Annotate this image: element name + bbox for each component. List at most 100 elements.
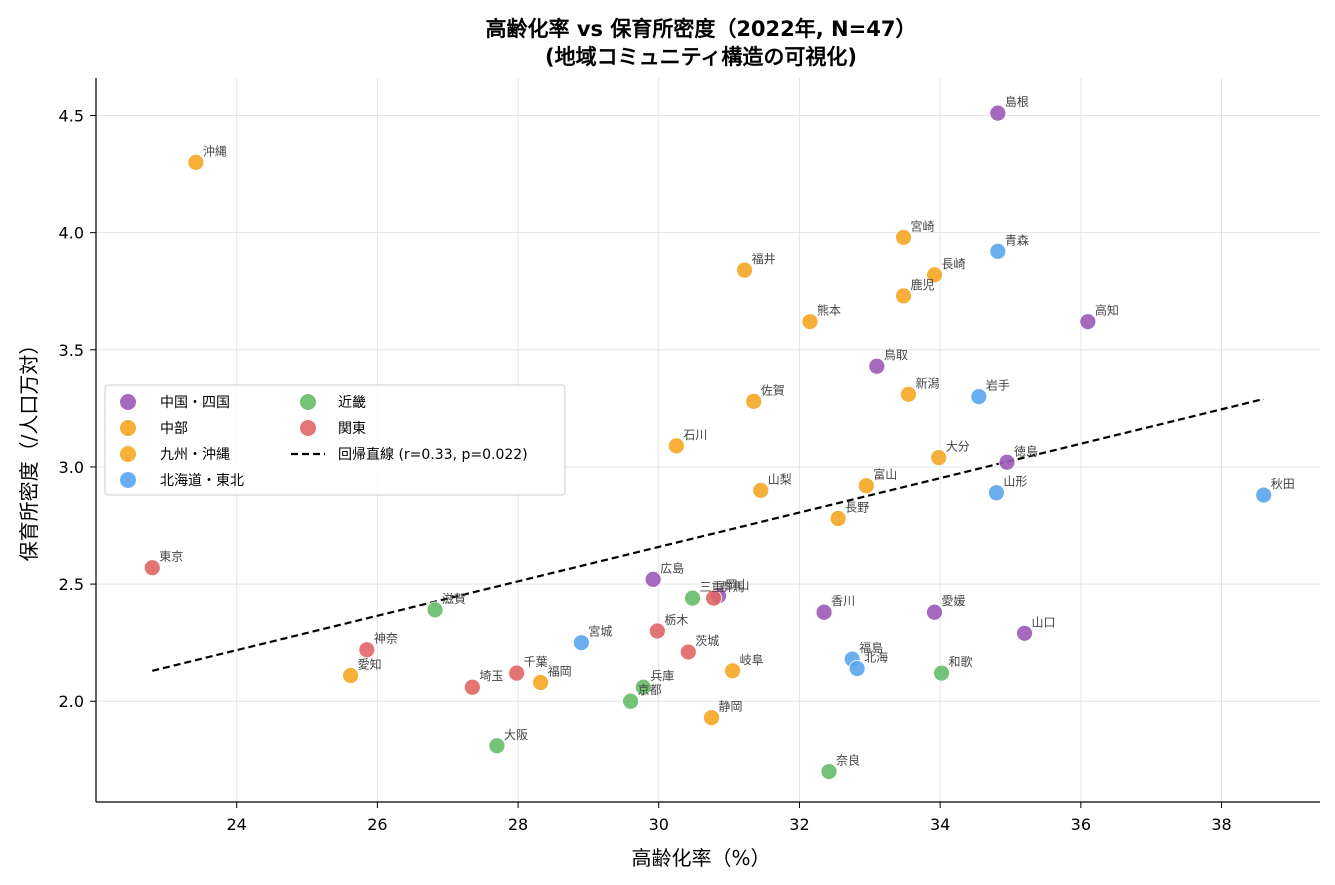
data-point xyxy=(644,571,662,588)
data-point xyxy=(703,709,720,727)
point-label: 長崎 xyxy=(942,257,966,271)
y-tick-label: 4.0 xyxy=(59,224,84,243)
point-label: 福岡 xyxy=(548,664,572,679)
point-label: 茨城 xyxy=(695,634,719,648)
point-label: 群馬 xyxy=(721,580,745,594)
point-label: 北海 xyxy=(864,649,888,664)
legend-marker xyxy=(300,420,316,436)
point-label: 鹿児 xyxy=(911,277,935,292)
legend-label: 近畿 xyxy=(338,395,366,411)
data-point xyxy=(684,589,701,607)
data-point xyxy=(930,449,948,466)
data-point xyxy=(679,643,697,661)
legend-label: 関東 xyxy=(338,421,366,437)
data-point xyxy=(705,589,723,607)
x-axis-label: 高齢化率（%） xyxy=(631,846,770,870)
point-label: 島根 xyxy=(1005,94,1029,109)
point-label: 三重 xyxy=(700,580,724,594)
data-point xyxy=(1079,313,1097,331)
data-point xyxy=(988,484,1005,502)
y-tick-label: 2.0 xyxy=(59,692,84,711)
data-point xyxy=(532,674,549,691)
data-point xyxy=(998,453,1016,471)
x-axis-ticks: 24 26 28 30 32 34 36 38 xyxy=(227,802,1232,834)
point-label: 滋賀 xyxy=(442,592,466,606)
data-point xyxy=(648,622,666,640)
data-points xyxy=(143,104,1273,780)
data-point xyxy=(895,228,912,246)
data-point xyxy=(815,603,833,621)
point-label: 愛媛 xyxy=(942,594,966,608)
legend-label: 九州・沖縄 xyxy=(160,447,230,463)
point-label: 新潟 xyxy=(915,375,939,390)
legend-label: 回帰直線 (r=0.33, p=0.022) xyxy=(338,446,528,463)
y-tick-label: 3.5 xyxy=(59,341,84,360)
point-label: 大分 xyxy=(946,440,970,454)
data-point xyxy=(736,261,753,279)
point-label: 福井 xyxy=(752,251,776,266)
data-point xyxy=(857,477,875,495)
legend-marker xyxy=(120,446,136,462)
x-tick-label: 38 xyxy=(1211,815,1231,834)
legend-label: 北海道・東北 xyxy=(160,473,244,489)
regression-line-path xyxy=(152,397,1264,672)
legend-marker xyxy=(120,394,136,410)
data-point xyxy=(868,357,886,375)
data-point xyxy=(342,667,360,684)
data-point xyxy=(900,385,917,403)
data-point xyxy=(622,692,640,710)
y-tick-label: 3.0 xyxy=(59,458,84,477)
point-label: 徳島 xyxy=(1014,443,1038,458)
x-tick-label: 30 xyxy=(649,815,669,834)
point-label: 山形 xyxy=(1003,475,1027,489)
point-label: 岩手 xyxy=(986,378,1010,393)
point-label: 山口 xyxy=(1032,615,1056,629)
data-point xyxy=(820,763,838,780)
data-point xyxy=(848,660,866,677)
y-axis-ticks: 2.0 2.5 3.0 3.5 4.0 4.5 xyxy=(59,106,96,711)
data-point xyxy=(970,388,988,406)
data-point xyxy=(745,392,763,410)
point-label: 石川 xyxy=(683,428,707,442)
point-label: 鳥取 xyxy=(884,347,908,362)
legend-marker xyxy=(120,420,136,436)
point-label: 京都 xyxy=(638,683,662,697)
data-point xyxy=(926,266,943,284)
point-label: 熊本 xyxy=(817,303,841,318)
point-label: 長野 xyxy=(845,500,869,514)
point-label: 栃木 xyxy=(664,613,688,627)
point-label: 埼玉 xyxy=(479,669,503,683)
x-tick-label: 28 xyxy=(508,815,528,834)
point-label: 奈良 xyxy=(836,753,860,768)
chart-title: 高齢化率 vs 保育所密度（2022年, N=47） xyxy=(486,17,917,41)
point-label: 東京 xyxy=(159,550,183,564)
data-point xyxy=(933,664,950,682)
legend-label: 中国・四国 xyxy=(160,395,230,411)
data-point xyxy=(829,510,847,527)
point-label: 岐阜 xyxy=(740,653,764,667)
y-tick-label: 4.5 xyxy=(59,106,84,125)
data-point xyxy=(508,664,526,682)
point-label: 富山 xyxy=(873,467,897,482)
x-tick-label: 36 xyxy=(1071,815,1091,834)
point-label: 千葉 xyxy=(524,655,548,669)
y-tick-label: 2.5 xyxy=(59,575,84,594)
point-label: 高知 xyxy=(1095,303,1119,318)
point-label: 秋田 xyxy=(1271,477,1295,491)
point-label: 静岡 xyxy=(719,700,743,714)
x-tick-label: 34 xyxy=(930,815,950,834)
data-point xyxy=(724,662,742,680)
point-label: 岡山 xyxy=(726,578,750,592)
data-point xyxy=(1255,486,1273,504)
point-label: 福島 xyxy=(859,640,883,655)
data-point xyxy=(426,601,444,619)
point-label: 神奈 xyxy=(374,632,398,646)
legend-box xyxy=(104,384,566,496)
point-label: 広島 xyxy=(660,560,684,575)
regression-line xyxy=(152,397,1264,672)
x-tick-label: 32 xyxy=(789,815,809,834)
data-point xyxy=(358,641,376,659)
